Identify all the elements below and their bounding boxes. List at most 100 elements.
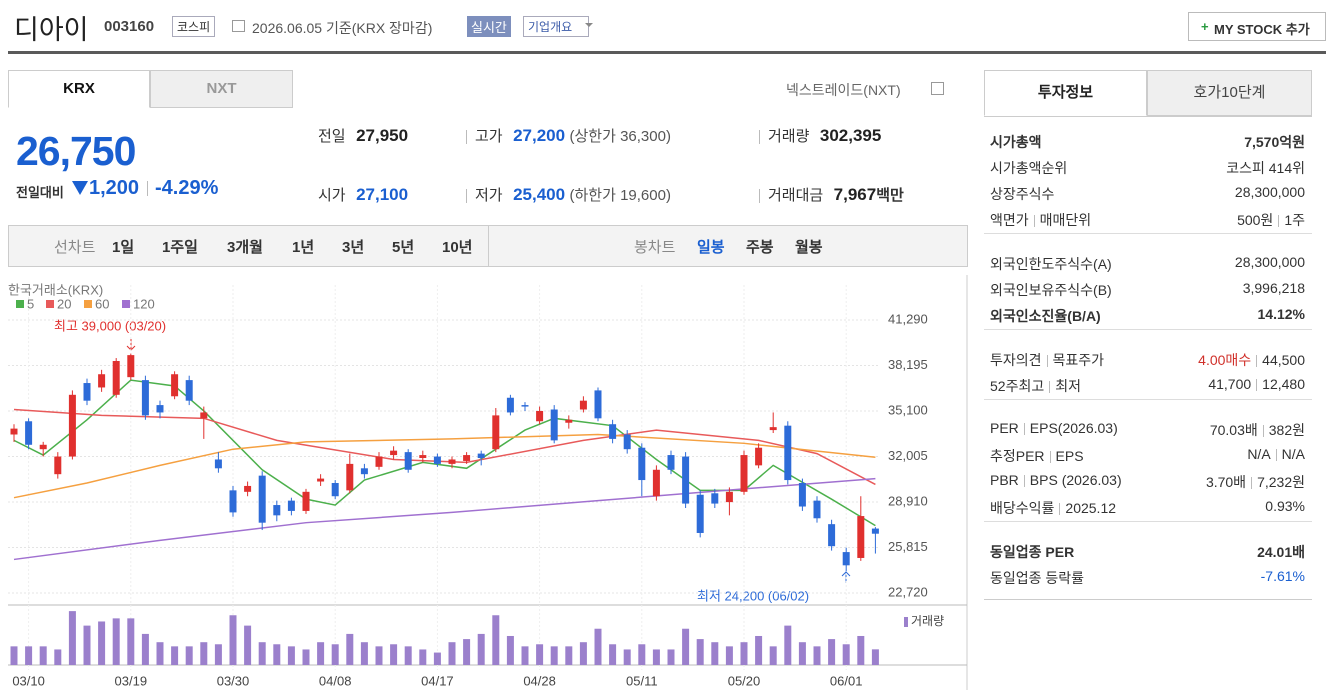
candle-body [769, 427, 777, 431]
candle-body [696, 494, 704, 533]
y-tick-label: 28,910 [888, 493, 928, 508]
separator [1049, 451, 1051, 464]
period-button[interactable]: 월봉 [795, 239, 823, 256]
value: 500원 [1237, 212, 1274, 228]
nextrade-link[interactable]: 넥스트레이드(NXT) [786, 82, 901, 98]
legend-swatch [122, 300, 130, 308]
info-value: 3,996,218 [1243, 280, 1305, 300]
candle-body [214, 459, 222, 469]
volume-bar [623, 649, 631, 665]
candle-body [39, 444, 47, 450]
info-row: 액면가 매매단위 500원 1주 [990, 210, 1305, 230]
info-row: 외국인한도주식수(A) 28,300,000 [990, 254, 1305, 274]
candle-body [360, 468, 368, 475]
value: 7,570억원 [1244, 134, 1305, 150]
separator [984, 521, 1312, 522]
x-tick-label: 04/28 [523, 673, 556, 688]
value: 24.01배 [1257, 544, 1305, 560]
overview-button[interactable]: 기업개요 [523, 16, 590, 37]
info-value: 3.70배 7,232원 [1206, 472, 1305, 492]
volume-bar [536, 644, 544, 665]
candle-body [667, 455, 675, 470]
candle-body [609, 424, 617, 439]
separator [984, 399, 1312, 400]
volume-bar [521, 646, 529, 665]
candle-body [127, 355, 135, 378]
candle-body [828, 524, 836, 547]
volume-bar [346, 633, 354, 665]
volume-bar [638, 644, 646, 665]
candle-body [83, 383, 91, 401]
candle-body [857, 516, 865, 558]
x-tick-label: 03/19 [115, 673, 148, 688]
help-icon [931, 82, 944, 95]
info-row: 상장주식수 28,300,000 [990, 184, 1305, 204]
value: 14.12% [1257, 306, 1305, 322]
panel-frame [984, 116, 1312, 600]
value: 28,300,000 [1234, 184, 1305, 200]
label: 52주최고 [990, 378, 1045, 394]
volume-bar [871, 649, 879, 665]
annotation-min: 최저 24,200 (06/02) [697, 588, 809, 603]
label: 2025.12 [1065, 500, 1117, 516]
source: 한국거래소(KRX) [8, 282, 103, 297]
separator [1251, 477, 1253, 490]
plus-icon: + [1201, 19, 1209, 34]
mystock-button[interactable] [1188, 12, 1326, 41]
period-button[interactable]: 주봉 [746, 239, 774, 256]
candle-body [433, 456, 441, 464]
period-button[interactable]: 3년 [342, 239, 365, 256]
info-label: 동일업종 등락률 [990, 568, 1084, 588]
legend-swatch [16, 300, 24, 308]
period-button[interactable]: 3개월 [227, 239, 263, 256]
stat-value: 7,967 [833, 185, 877, 204]
tab[interactable]: KRX [8, 70, 150, 108]
separator [1262, 425, 1264, 438]
tab[interactable]: 투자정보 [984, 70, 1147, 116]
volume-bar [317, 642, 325, 665]
candle-body [594, 390, 602, 419]
info-label: 시가총액순위 [990, 158, 1067, 178]
period-button[interactable]: 1일 [112, 239, 135, 256]
legend-swatch [84, 300, 92, 308]
tab[interactable]: 호가10단계 [1147, 70, 1312, 116]
info-row: 배당수익률 2025.12 0.93% [990, 498, 1305, 518]
arrow [126, 339, 136, 351]
candle-body [477, 453, 485, 459]
volume-bar [609, 644, 617, 665]
info-label: PBR BPS (2026.03) [990, 472, 1122, 492]
volume-bar [813, 646, 821, 665]
value: 0.93% [1265, 498, 1305, 514]
volume-bar [667, 649, 675, 665]
volume-legend-swatch [904, 617, 908, 627]
volume-bar [784, 625, 792, 665]
candle-body [798, 483, 806, 507]
y-tick-label: 22,720 [888, 584, 928, 599]
info-label: 외국인한도주식수(A) [990, 254, 1112, 274]
candle-body [711, 493, 719, 504]
period-button[interactable]: 1년 [292, 239, 315, 256]
candle-body [550, 409, 558, 441]
mystock-label[interactable]: MY STOCK 추가 [1214, 22, 1310, 37]
stat-value: 27,100 [356, 185, 409, 204]
info-value: 4.00매수 44,500 [1198, 350, 1305, 370]
period-button[interactable]: 일봉 [697, 239, 725, 256]
info-label: 액면가 매매단위 [990, 210, 1091, 230]
candle-body [156, 405, 164, 413]
header-rule [8, 51, 1326, 54]
volume-bar [244, 625, 252, 665]
label: PER [990, 420, 1019, 436]
period-button[interactable]: 5년 [392, 239, 415, 256]
candle-body [725, 491, 733, 503]
tab[interactable]: NXT [150, 70, 293, 108]
period-button[interactable]: 10년 [442, 239, 473, 256]
volume-bar [682, 628, 690, 665]
volume-bar [287, 646, 295, 665]
separator [984, 233, 1312, 234]
separator [1275, 449, 1277, 462]
period-button[interactable]: 1주일 [162, 239, 198, 256]
volume-bar [594, 628, 602, 665]
candle-body [419, 455, 427, 459]
volume-bar [740, 642, 748, 665]
realtime-badge[interactable]: 실시간 [467, 16, 511, 37]
